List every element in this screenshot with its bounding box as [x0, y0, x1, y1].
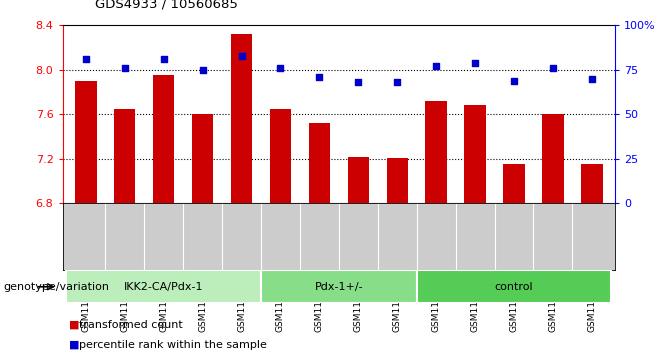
Bar [347, 156, 369, 203]
Bar [192, 114, 213, 203]
Bar [386, 158, 408, 203]
Text: transformed count: transformed count [79, 320, 183, 330]
Point [120, 65, 130, 71]
Bar [75, 81, 97, 203]
Point [509, 78, 519, 83]
Bar [231, 34, 252, 203]
Text: Pdx-1+/-: Pdx-1+/- [315, 282, 363, 292]
Bar [417, 270, 611, 303]
Bar [66, 270, 261, 303]
Bar [465, 106, 486, 203]
Text: IKK2-CA/Pdx-1: IKK2-CA/Pdx-1 [124, 282, 203, 292]
Point [314, 74, 324, 80]
Point [236, 53, 247, 58]
Point [547, 65, 558, 71]
Bar [581, 164, 603, 203]
Bar [426, 101, 447, 203]
Point [275, 65, 286, 71]
Point [80, 56, 91, 62]
Text: genotype/variation: genotype/variation [3, 282, 109, 292]
Point [470, 60, 480, 66]
Bar [153, 76, 174, 203]
Text: GDS4933 / 10560685: GDS4933 / 10560685 [95, 0, 238, 11]
Bar [503, 164, 524, 203]
Text: control: control [495, 282, 534, 292]
Bar [542, 114, 564, 203]
Point [431, 64, 442, 69]
Bar [261, 270, 417, 303]
Text: percentile rank within the sample: percentile rank within the sample [79, 340, 267, 350]
Text: ■: ■ [69, 320, 80, 330]
Bar [114, 109, 136, 203]
Point [159, 56, 169, 62]
Point [353, 79, 364, 85]
Point [587, 76, 597, 82]
Text: ■: ■ [69, 340, 80, 350]
Bar [270, 109, 291, 203]
Point [392, 79, 403, 85]
Point [197, 67, 208, 73]
Bar [309, 123, 330, 203]
